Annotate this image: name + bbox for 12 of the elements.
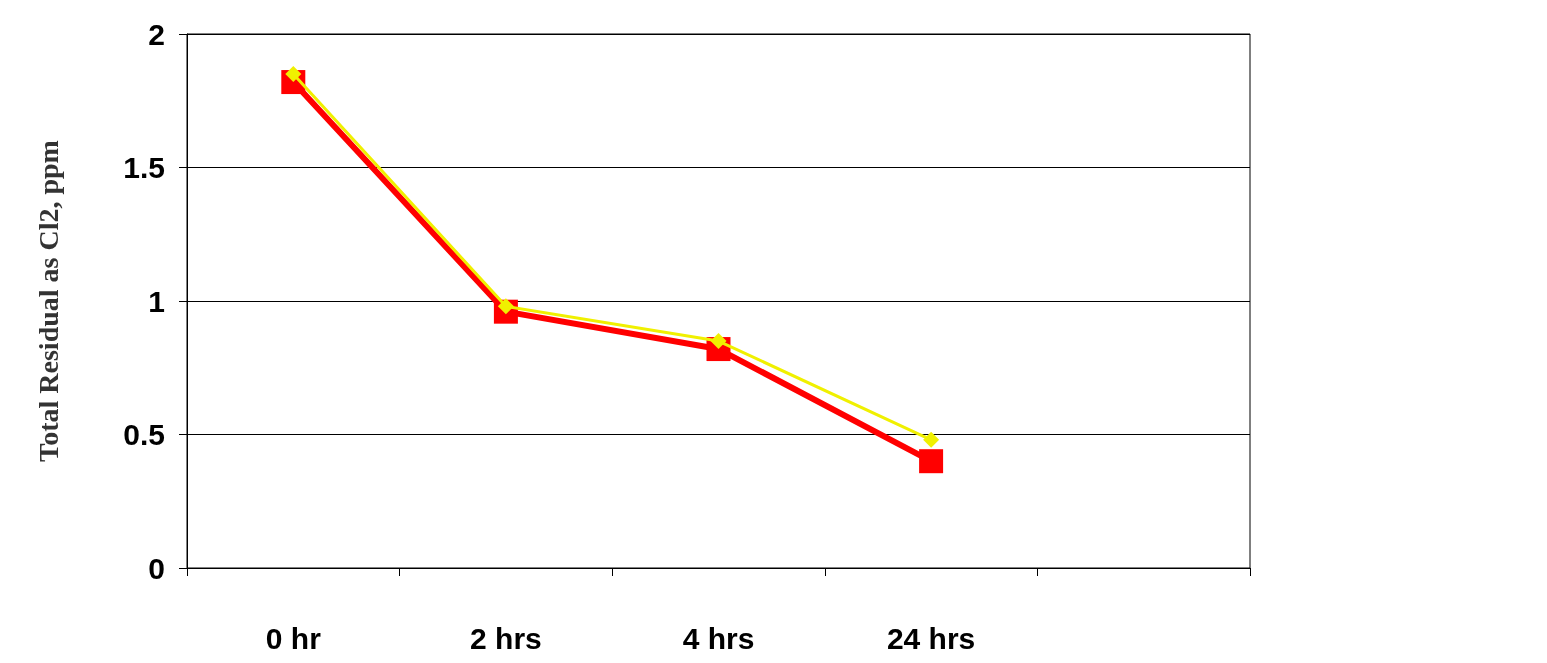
y-tick-label: 0 <box>148 551 165 585</box>
x-tick-label: 4 hrs <box>682 621 755 655</box>
point <box>919 449 944 474</box>
y-tick-label: 0.5 <box>123 418 165 451</box>
x-tick-label: 24 hrs <box>886 621 976 655</box>
x-tick-label: 0 hr <box>265 621 322 655</box>
y-tick-label: 1 <box>148 284 165 318</box>
y-tick-label: 1.5 <box>123 151 165 184</box>
x-tick-label: 2 hrs <box>470 621 542 655</box>
y-axis-title: Total Residual as Cl2, ppm <box>32 140 64 462</box>
y-tick-label: 2 <box>148 17 165 51</box>
point <box>923 431 940 448</box>
